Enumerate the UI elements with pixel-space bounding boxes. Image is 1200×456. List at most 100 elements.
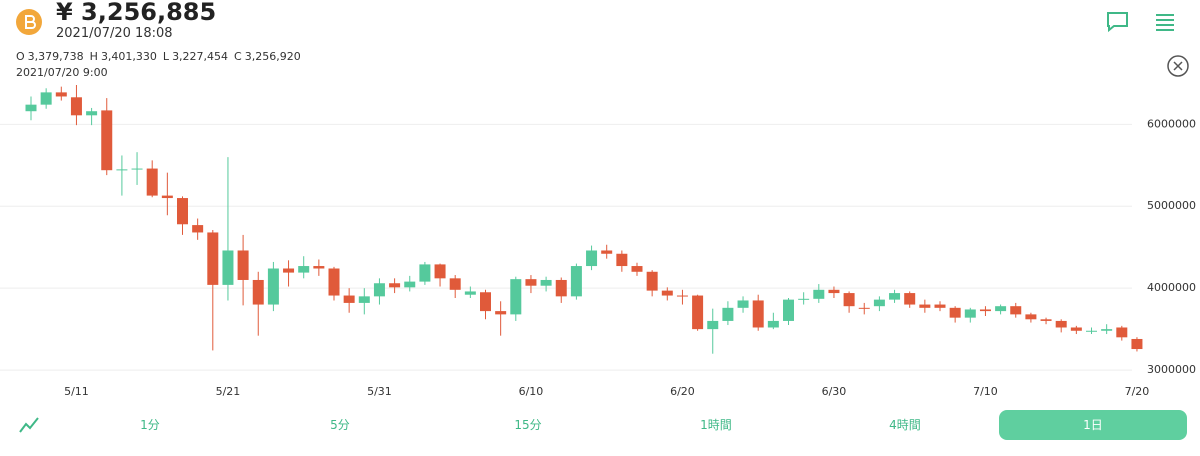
timeframe-tab[interactable]: 5分 xyxy=(330,418,350,432)
candle-body xyxy=(1101,329,1113,331)
ohlc-label: C xyxy=(234,50,242,63)
candle-body xyxy=(661,290,673,296)
candle-body xyxy=(116,169,128,171)
candle-body xyxy=(1086,330,1097,332)
candle-body xyxy=(707,320,719,330)
candle-body xyxy=(737,300,749,308)
ohlc-value: 3,227,454 xyxy=(172,50,229,63)
candle-body xyxy=(813,289,825,299)
candle-body xyxy=(192,225,204,233)
price: ¥ 3,256,885 xyxy=(56,0,217,26)
candle-body xyxy=(616,253,628,267)
candle-body xyxy=(525,279,537,286)
candle-body xyxy=(389,283,401,288)
candle-body xyxy=(676,295,688,297)
candle-body xyxy=(828,289,840,294)
candle-body xyxy=(1010,306,1022,315)
x-tick-label: 7/20 xyxy=(1125,385,1150,398)
candle-body xyxy=(419,264,431,282)
candle-body xyxy=(480,292,491,312)
candle-body xyxy=(540,279,552,286)
candle-body xyxy=(904,293,916,305)
candle-body xyxy=(949,307,961,318)
candle-body xyxy=(934,304,946,308)
candle-body xyxy=(40,92,52,105)
x-tick-label: 6/30 xyxy=(822,385,847,398)
candle-body xyxy=(449,278,461,290)
candle-body xyxy=(358,296,370,303)
timeframe-tab[interactable]: 1分 xyxy=(140,418,160,432)
candle-body xyxy=(1025,314,1037,320)
candle-body xyxy=(798,298,810,300)
candle-body xyxy=(631,266,643,272)
close-icon[interactable] xyxy=(1166,54,1190,78)
x-tick-label: 6/10 xyxy=(519,385,544,398)
candle-body xyxy=(889,293,901,300)
candle-body xyxy=(858,307,870,309)
candle-body xyxy=(207,232,219,285)
candle-body xyxy=(646,271,658,291)
candle-body xyxy=(570,266,582,297)
candle-body xyxy=(1040,319,1052,321)
candle-body xyxy=(752,300,764,328)
candle-body xyxy=(131,168,143,170)
ohlc-value: 3,256,920 xyxy=(244,50,301,63)
x-tick-label: 6/20 xyxy=(670,385,695,398)
y-tick-label: 6000000 xyxy=(1147,117,1196,130)
ohlc-label: O xyxy=(16,50,25,63)
candle-body xyxy=(146,168,158,196)
candle-body xyxy=(298,266,310,273)
candle-body xyxy=(692,295,704,330)
y-tick-label: 3000000 xyxy=(1147,363,1196,376)
chart: 3000000 4000000 5000000 6000000 5/11 5/21 5/31… xyxy=(0,85,1196,398)
candle-body xyxy=(919,304,931,308)
candle-body xyxy=(328,268,340,296)
timeframe-tabs: 1分 5分 15分 1時間 4時間 1日 xyxy=(0,410,1200,440)
candle-body xyxy=(1070,327,1082,331)
x-tick-label: 5/21 xyxy=(216,385,241,398)
candle-body xyxy=(995,306,1007,312)
candle-body xyxy=(283,268,295,273)
chat-icon[interactable] xyxy=(1105,10,1131,34)
candle-body xyxy=(313,266,325,269)
candle-body xyxy=(55,92,67,97)
menu-icon[interactable] xyxy=(1154,12,1176,32)
y-tick-label: 5000000 xyxy=(1147,199,1196,212)
candle-body xyxy=(177,198,188,225)
x-tick-label: 7/10 xyxy=(973,385,998,398)
candle-body xyxy=(70,97,82,116)
candle-body xyxy=(722,307,734,321)
candle-body xyxy=(434,264,446,279)
ohlc-value: 3,379,738 xyxy=(27,50,84,63)
candle-body xyxy=(252,279,264,305)
candle-body xyxy=(1131,338,1143,350)
timeframe-tab[interactable]: 1日 xyxy=(999,410,1187,440)
ohlc-label: L xyxy=(162,50,170,63)
datetime: 2021/07/20 18:08 xyxy=(56,26,173,41)
candle-body xyxy=(873,299,885,307)
ohlc-label: H xyxy=(89,50,98,63)
candle-body xyxy=(101,110,113,171)
line-chart-icon[interactable] xyxy=(18,415,42,435)
timeframe-tab[interactable]: 1時間 xyxy=(700,418,732,432)
timeframe-tab[interactable]: 15分 xyxy=(514,418,542,432)
y-tick-label: 4000000 xyxy=(1147,281,1196,294)
candle-body xyxy=(586,250,598,267)
candle-body xyxy=(979,309,991,312)
candle-body xyxy=(464,291,476,295)
candle-body xyxy=(964,309,976,318)
candle-body xyxy=(343,295,355,303)
candle-body xyxy=(25,104,37,112)
timeframe-tab[interactable]: 4時間 xyxy=(889,418,921,432)
candle-body xyxy=(237,250,249,280)
candle-body xyxy=(495,311,507,315)
candle-body xyxy=(843,293,855,307)
ohlc-line: O 3,379,738 H 3,401,330 L 3,227,454 C 3,256,920 xyxy=(16,50,307,63)
candle-body xyxy=(510,279,522,315)
candle-body xyxy=(373,283,385,297)
candle-body xyxy=(1055,320,1067,328)
candle-body xyxy=(86,111,98,116)
candle-body xyxy=(267,268,279,305)
candle-body xyxy=(601,250,613,254)
